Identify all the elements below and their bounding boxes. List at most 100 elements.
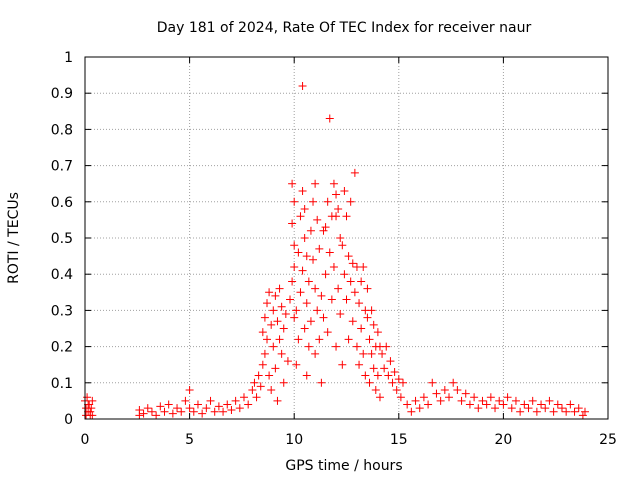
- data-point: [88, 411, 97, 420]
- data-point: [503, 393, 512, 402]
- data-point: [311, 349, 320, 358]
- data-point: [465, 400, 474, 409]
- data-point: [317, 378, 326, 387]
- data-point: [258, 360, 267, 369]
- data-point: [164, 400, 173, 409]
- data-point: [267, 320, 276, 329]
- data-point: [541, 404, 550, 413]
- data-point: [365, 378, 374, 387]
- data-point: [336, 310, 345, 319]
- data-points: [81, 81, 589, 420]
- axis-ticks: 0 5 10 15 20 25 0 0.1 0.2 0.3 0.4 0.5 0.6 0.7 0.8 0.9 1: [51, 50, 617, 448]
- data-point: [275, 335, 284, 344]
- data-point: [369, 320, 378, 329]
- y-tick-label: 0.6: [51, 195, 73, 211]
- data-point: [321, 223, 330, 232]
- data-point: [288, 219, 297, 228]
- data-point: [384, 371, 393, 380]
- data-point: [520, 400, 529, 409]
- data-point: [457, 396, 466, 405]
- data-point: [338, 241, 347, 250]
- data-point: [344, 252, 353, 261]
- data-point: [271, 291, 280, 300]
- data-point: [342, 212, 351, 221]
- data-point: [365, 335, 374, 344]
- data-point: [275, 284, 284, 293]
- data-point: [403, 400, 412, 409]
- data-point: [269, 342, 278, 351]
- data-point: [371, 386, 380, 395]
- data-point: [313, 306, 322, 315]
- data-point: [332, 342, 341, 351]
- data-point: [298, 81, 307, 90]
- data-point: [231, 396, 240, 405]
- data-point: [549, 407, 558, 416]
- data-point: [334, 205, 343, 214]
- data-point: [396, 393, 405, 402]
- x-tick-label: 0: [81, 432, 90, 448]
- data-point: [290, 262, 299, 271]
- data-point: [482, 400, 491, 409]
- data-point: [386, 357, 395, 366]
- data-point: [173, 404, 182, 413]
- data-point: [323, 197, 332, 206]
- x-tick-label: 25: [599, 432, 617, 448]
- data-point: [357, 277, 366, 286]
- data-point: [147, 407, 156, 416]
- data-point: [357, 324, 366, 333]
- data-point: [202, 404, 211, 413]
- data-point: [449, 378, 458, 387]
- data-point: [193, 400, 202, 409]
- y-tick-label: 0.1: [51, 376, 73, 392]
- data-point: [315, 244, 324, 253]
- data-point: [478, 396, 487, 405]
- data-point: [317, 291, 326, 300]
- data-point: [445, 393, 454, 402]
- data-point: [235, 404, 244, 413]
- data-point: [88, 396, 97, 405]
- data-point: [313, 215, 322, 224]
- data-point: [214, 402, 223, 411]
- data-point: [390, 367, 399, 376]
- y-tick-label: 0.4: [51, 267, 73, 283]
- data-point: [348, 259, 357, 268]
- data-point: [516, 407, 525, 416]
- y-tick-label: 1: [64, 50, 73, 66]
- data-point: [311, 284, 320, 293]
- data-point: [507, 404, 516, 413]
- data-point: [327, 295, 336, 304]
- data-point: [524, 404, 533, 413]
- data-point: [302, 252, 311, 261]
- data-point: [340, 270, 349, 279]
- data-point: [557, 404, 566, 413]
- data-point: [302, 371, 311, 380]
- y-tick-label: 0.8: [51, 122, 73, 138]
- data-point: [177, 407, 186, 416]
- data-point: [248, 386, 257, 395]
- data-point: [300, 324, 309, 333]
- data-point: [279, 378, 288, 387]
- data-point: [363, 313, 372, 322]
- data-point: [294, 248, 303, 257]
- data-point: [309, 255, 318, 264]
- data-point: [263, 335, 272, 344]
- data-point: [290, 197, 299, 206]
- data-point: [350, 288, 359, 297]
- data-point: [350, 168, 359, 177]
- data-point: [271, 364, 280, 373]
- data-point: [267, 386, 276, 395]
- data-point: [277, 349, 286, 358]
- data-point: [436, 396, 445, 405]
- data-point: [369, 364, 378, 373]
- data-point: [244, 400, 253, 409]
- data-point: [294, 335, 303, 344]
- data-point: [185, 386, 194, 395]
- data-point: [578, 411, 587, 420]
- x-tick-label: 15: [390, 432, 408, 448]
- data-point: [424, 400, 433, 409]
- data-point: [528, 396, 537, 405]
- data-point: [359, 349, 368, 358]
- data-point: [311, 179, 320, 188]
- data-point: [332, 212, 341, 221]
